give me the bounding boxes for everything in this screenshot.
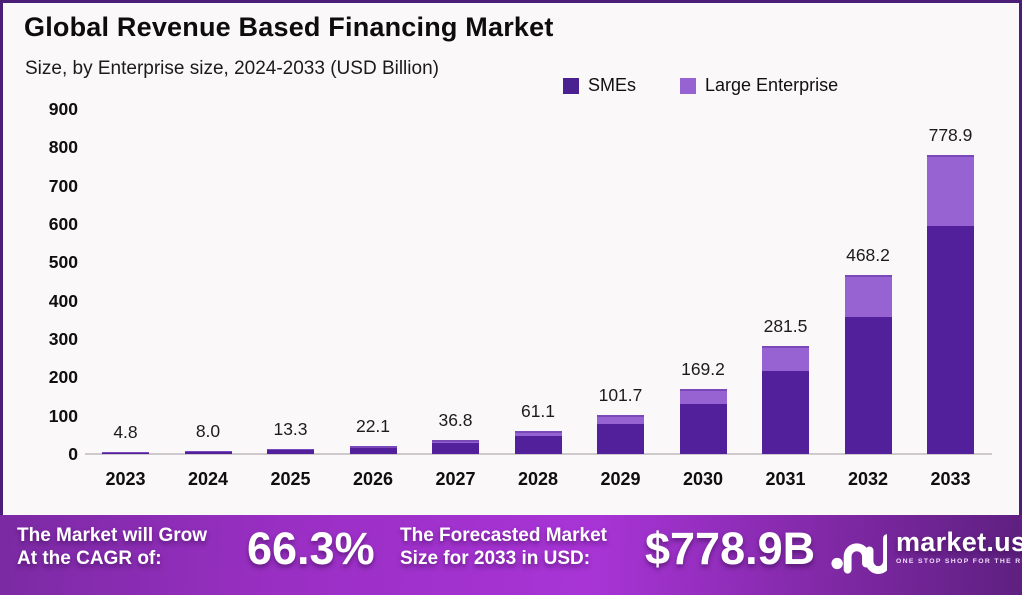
bar-value-label: 4.8 [113,422,138,443]
y-axis-label: 600 [48,214,78,234]
cagr-caption: The Market will Grow At the CAGR of: [17,524,207,570]
y-axis-label: 800 [48,137,78,158]
bar-segment-large-enterprise [514,430,562,437]
y-axis-label: 200 [48,367,78,388]
bar-segment-smes [597,424,644,454]
bar-segment-large-enterprise [184,450,232,452]
bar-segment-smes [762,371,809,454]
y-axis-label: 500 [48,252,78,273]
bar-segment-smes [432,443,479,454]
x-axis-label: 2030 [682,469,724,489]
y-axis-label: 300 [48,329,78,349]
legend-label-smes: SMEs [588,75,637,95]
bar-value-label: 13.3 [273,418,308,439]
legend-item-smes: SMEs [563,75,636,96]
cagr-caption-line2: At the CAGR of: [17,548,162,569]
x-axis-label: 2032 [847,469,889,489]
brand-tagline: ONE STOP SHOP FOR THE REPORTS [896,558,1022,565]
bar-segment-large-enterprise [267,448,314,451]
forecast-value: $778.9B [645,523,816,574]
marketus-logo-icon [831,534,887,574]
y-axis-label: 100 [48,405,78,426]
bar-value-label: 22.1 [355,415,391,436]
forecast-caption-line1: The Forecasted Market [400,525,607,546]
bar-segment-smes [267,450,314,454]
x-axis-label: 2024 [187,469,229,489]
bar-segment-smes [102,452,149,454]
x-axis-label: 2026 [352,469,394,489]
bar-value-label: 8.0 [195,420,221,441]
legend-label-large-enterprise: Large Enterprise [705,75,839,95]
brand-name: market.us [896,527,1022,557]
bar-segment-large-enterprise [349,445,397,448]
y-axis-label: 0 [68,444,78,464]
chart-subtitle: Size, by Enterprise size, 2024-2033 (USD… [25,58,439,79]
bar-value-label: 169.2 [681,359,725,380]
bar-segment-large-enterprise [762,346,809,372]
x-axis-label: 2033 [930,469,971,489]
footer-banner: The Market will Grow At the CAGR of: 66.… [0,515,1022,595]
marketus-logo: market.us ONE STOP SHOP FOR THE REPORTS [831,527,1022,579]
forecast-caption-line2: Size for 2033 in USD: [400,548,591,569]
smes-swatch [563,77,579,94]
y-axis-label: 700 [48,175,78,196]
bar-value-label: 778.9 [928,125,973,146]
x-axis-label: 2025 [270,469,311,489]
marketus-logo-text: market.us ONE STOP SHOP FOR THE REPORTS [896,527,1022,565]
large-enterprise-swatch [680,77,697,94]
chart-legend: SMEs Large Enterprise [563,75,838,96]
forecast-caption: The Forecasted Market Size for 2033 in U… [400,524,607,570]
bar-segment-smes [679,404,727,454]
cagr-value: 66.3% [247,523,375,574]
x-axis-label: 2031 [765,469,806,489]
x-axis-label: 2029 [600,469,641,489]
bar-segment-large-enterprise [679,389,727,405]
x-axis-label: 2028 [517,469,559,489]
x-axis-line [85,453,992,455]
legend-item-large-enterprise: Large Enterprise [680,75,838,96]
bar-value-label: 101.7 [598,385,643,405]
bar-value-label: 468.2 [846,244,890,265]
page-title: Global Revenue Based Financing Market [24,12,554,42]
x-axis-label: 2027 [435,469,476,489]
bar-segment-large-enterprise [927,155,974,226]
bar-segment-smes [184,451,232,454]
bar-value-label: 61.1 [520,400,556,421]
bar-segment-large-enterprise [844,274,892,317]
bar-value-label: 281.5 [763,316,808,337]
cagr-caption-line1: The Market will Grow [17,525,208,546]
x-axis-label: 2023 [105,469,146,489]
bar-segment-smes [927,225,974,454]
y-axis-label: 400 [48,290,78,311]
bar-segment-smes [349,447,397,454]
bar-segment-smes [844,316,892,454]
bar-value-label: 36.8 [438,409,473,430]
bar-segment-smes [514,436,562,454]
bar-segment-large-enterprise [597,415,644,425]
bar-segment-large-enterprise [432,439,479,444]
y-axis-label: 900 [48,99,78,119]
